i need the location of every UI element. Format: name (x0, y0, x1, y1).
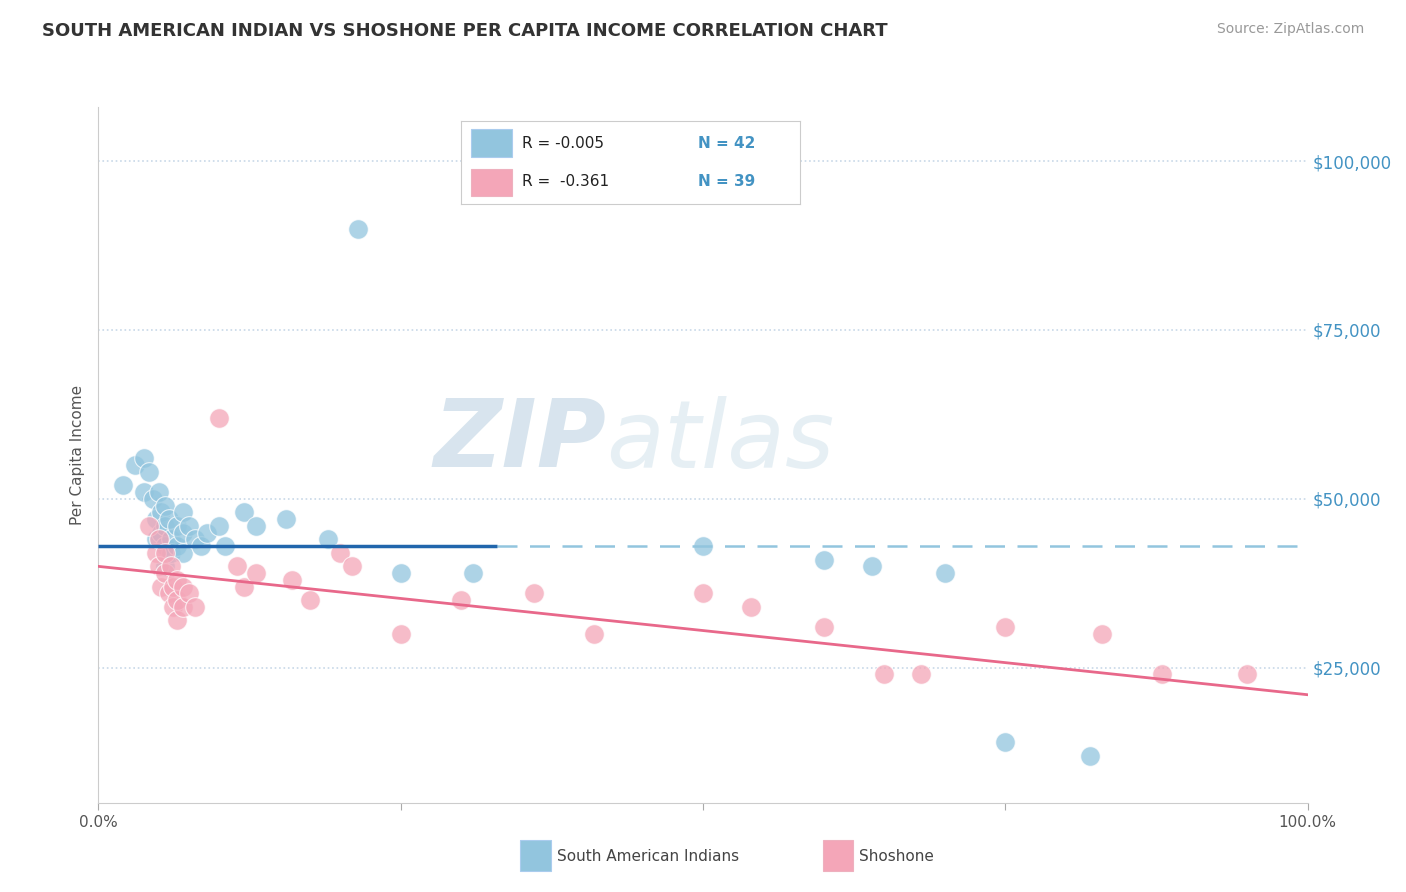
Point (162, 599, 184, 614)
Point (813, 620, 835, 634)
Point (329, 546, 352, 560)
Point (342, 559, 364, 574)
Point (160, 546, 183, 560)
Point (157, 586, 180, 600)
Point (166, 614, 188, 628)
Text: SOUTH AMERICAN INDIAN VS SHOSHONE PER CAPITA INCOME CORRELATION CHART: SOUTH AMERICAN INDIAN VS SHOSHONE PER CA… (42, 22, 887, 40)
Point (463, 566, 485, 581)
Point (153, 559, 176, 574)
Point (214, 539, 236, 553)
Point (274, 512, 297, 526)
Text: R =  -0.361: R = -0.361 (522, 175, 609, 189)
Point (160, 533, 183, 547)
Point (208, 519, 231, 533)
Point (692, 586, 714, 600)
Point (910, 667, 932, 681)
Point (232, 580, 254, 594)
Point (813, 552, 835, 566)
Point (145, 533, 167, 547)
Point (523, 586, 546, 600)
Point (134, 485, 156, 500)
Point (1152, 667, 1174, 681)
Point (153, 566, 176, 581)
Point (111, 478, 134, 492)
Point (184, 533, 207, 547)
Point (148, 533, 170, 547)
Point (142, 491, 165, 506)
Y-axis label: Per Capita Income: Per Capita Income (70, 384, 86, 525)
Point (195, 525, 218, 540)
Point (873, 667, 896, 681)
Point (860, 559, 883, 574)
Point (450, 593, 472, 607)
Point (245, 519, 267, 533)
Point (281, 573, 304, 587)
Point (153, 499, 176, 513)
Text: N = 42: N = 42 (699, 136, 755, 151)
Point (138, 519, 160, 533)
Point (134, 451, 156, 466)
Point (160, 559, 183, 574)
Point (145, 512, 167, 526)
Point (740, 599, 762, 614)
Point (190, 539, 212, 553)
Text: ZIP: ZIP (433, 395, 606, 487)
Point (172, 599, 194, 614)
Point (138, 465, 160, 479)
Point (150, 580, 173, 594)
Point (692, 539, 714, 553)
Point (389, 627, 412, 641)
Point (172, 580, 194, 594)
Point (934, 566, 956, 581)
Point (166, 519, 188, 533)
Point (166, 539, 188, 553)
Point (148, 485, 170, 500)
Point (166, 573, 188, 587)
Point (162, 580, 184, 594)
Point (347, 221, 370, 235)
Bar (471, 129, 512, 157)
Point (166, 593, 188, 607)
Point (153, 519, 176, 533)
Point (179, 586, 201, 600)
Text: South American Indians: South American Indians (557, 849, 740, 863)
Bar (471, 169, 512, 196)
Point (150, 505, 173, 519)
Point (150, 525, 173, 540)
Point (245, 566, 267, 581)
Point (316, 533, 339, 547)
Text: Shoshone: Shoshone (859, 849, 934, 863)
Point (1236, 667, 1258, 681)
Point (1078, 748, 1101, 763)
Point (184, 599, 207, 614)
Point (583, 627, 606, 641)
Point (148, 559, 170, 574)
Point (145, 546, 167, 560)
Point (157, 512, 180, 526)
Point (124, 458, 146, 472)
Point (232, 505, 254, 519)
Point (226, 559, 249, 574)
Point (172, 546, 194, 560)
Text: R = -0.005: R = -0.005 (522, 136, 605, 151)
Text: Source: ZipAtlas.com: Source: ZipAtlas.com (1216, 22, 1364, 37)
Point (1091, 627, 1114, 641)
Point (994, 735, 1017, 749)
Point (153, 539, 176, 553)
Text: N = 39: N = 39 (699, 175, 755, 189)
Point (208, 410, 231, 425)
Point (153, 546, 176, 560)
Point (179, 519, 201, 533)
Point (994, 620, 1017, 634)
Point (172, 525, 194, 540)
Text: atlas: atlas (606, 395, 835, 486)
Point (299, 593, 322, 607)
Point (172, 505, 194, 519)
Point (389, 566, 412, 581)
